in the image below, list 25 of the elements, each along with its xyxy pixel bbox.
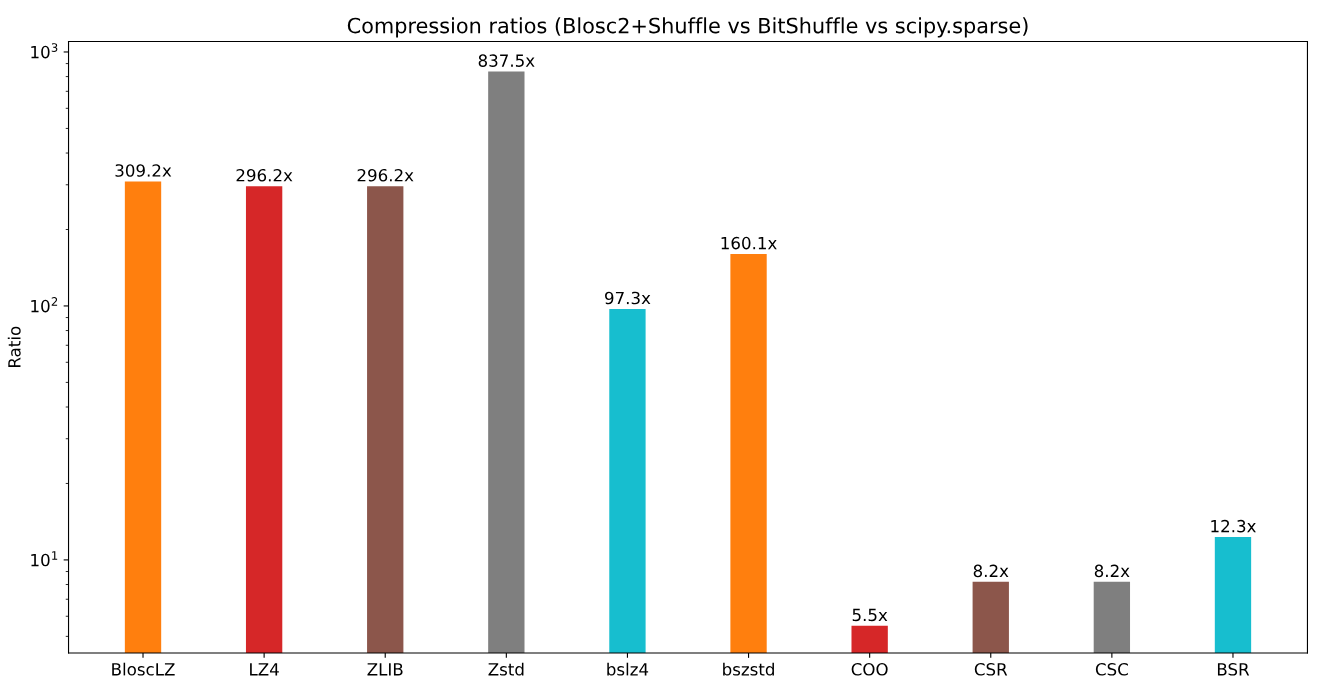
data-label: 160.1x: [721, 236, 777, 250]
y-tick-label: 10$^{1}$: [31, 551, 58, 567]
x-tick-label: COO: [851, 663, 888, 676]
chart-title: Compression ratios (Blosc2+Shuffle vs BitShuffle vs scipy.sparse): [347, 17, 1028, 38]
data-label: 309.2x: [115, 164, 172, 177]
data-label: 5.5x: [852, 608, 888, 622]
x-tick-label: CSR: [974, 663, 1008, 676]
data-label: 8.2x: [973, 564, 1009, 578]
x-tick-label: ZLIB: [367, 663, 403, 676]
data-label: 97.3x: [605, 291, 651, 305]
y-tick-label: 10$^{3}$: [31, 43, 58, 59]
x-tick-label: Zstd: [488, 662, 524, 676]
y-axis-title: Ratio: [7, 326, 21, 367]
x-tick-label: bszstd: [723, 662, 774, 676]
x-tick-label: BloscLZ: [112, 662, 175, 676]
x-tick-label: CSC: [1095, 663, 1128, 676]
x-tick-label: LZ4: [250, 663, 279, 676]
x-tick-label: bslz4: [607, 662, 649, 676]
y-tick-label: 10$^{2}$: [31, 297, 58, 313]
x-tick-label: BSR: [1217, 663, 1250, 676]
data-label: 12.3x: [1211, 519, 1256, 533]
data-label: 8.2x: [1094, 564, 1130, 578]
data-label: 296.2x: [236, 168, 293, 182]
data-label: 837.5x: [478, 54, 535, 67]
data-label: 296.2x: [357, 168, 414, 182]
